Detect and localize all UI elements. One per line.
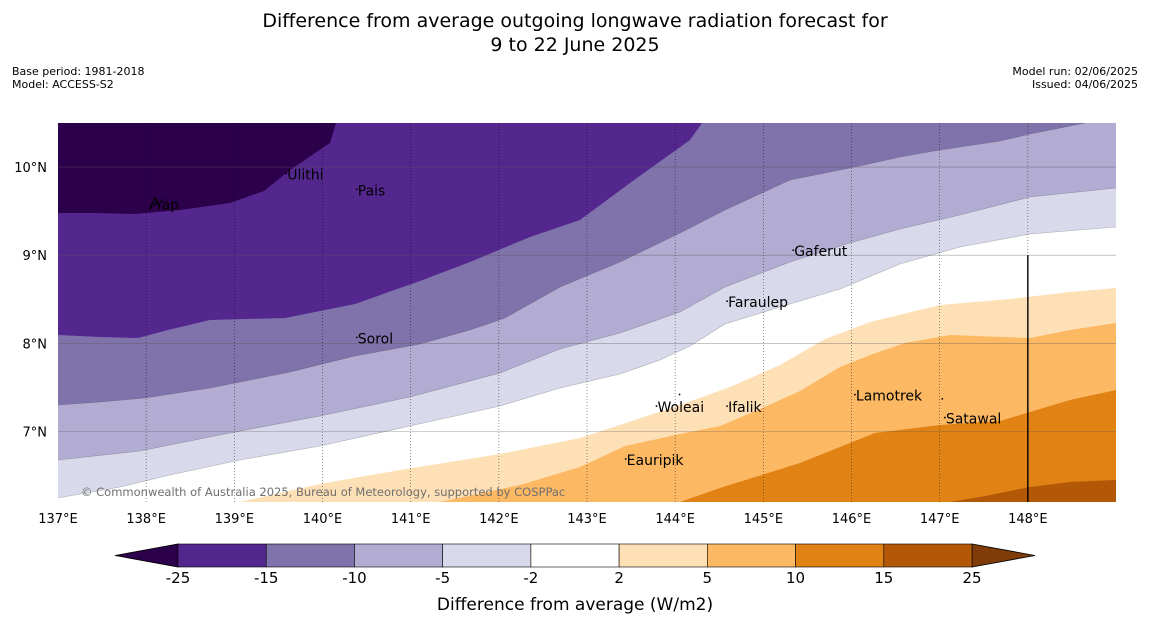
colorbar-tick-label: -15 xyxy=(254,569,279,587)
colorbar-tick-label: -2 xyxy=(523,569,538,587)
run-info: Model run: 02/06/2025 Issued: 04/06/2025 xyxy=(1012,65,1138,91)
latitude-tick-labels: 10°N 9°N 8°N 7°N xyxy=(14,161,47,440)
lon-tick-label: 142°E xyxy=(479,512,519,527)
place-eauripik: Eauripik xyxy=(624,453,685,469)
colorbar-swatch xyxy=(707,543,796,568)
place-labels: Yap Ulithi Pais Gaferut Faraulep Sorol Lamotre… xyxy=(148,167,1001,469)
place-marker xyxy=(792,249,795,251)
place-yap: Yap xyxy=(153,197,179,213)
colorbar-tick-label: -5 xyxy=(435,569,450,587)
place-name: Eauripik xyxy=(627,453,685,469)
colorbar-tick-label: 10 xyxy=(786,569,805,587)
model-run-text: Model run: 02/06/2025 xyxy=(1012,65,1138,78)
colorbar-tick-label: -10 xyxy=(342,569,367,587)
colorbar-under-arrow xyxy=(114,543,179,568)
lon-tick-label: 139°E xyxy=(215,512,255,527)
contour-band-9 xyxy=(950,480,1116,502)
place-marker xyxy=(943,416,946,419)
colorbar-swatch xyxy=(883,543,973,568)
colorbar-tick-label: -25 xyxy=(166,569,191,587)
place-marker xyxy=(624,458,627,460)
place-marker xyxy=(355,336,358,339)
place-marker xyxy=(726,405,728,407)
lon-tick-label: 147°E xyxy=(920,512,960,527)
lon-tick-label: 145°E xyxy=(744,512,784,527)
place-satawal: Satawal xyxy=(943,412,1001,428)
place-name: Sorol xyxy=(358,331,393,347)
place-name: Lamotrek xyxy=(856,389,923,405)
colorbar-swatch xyxy=(795,543,885,568)
contour-edges xyxy=(58,123,1116,499)
place-marker xyxy=(726,300,728,303)
lat-tick-label: 9°N xyxy=(23,249,48,264)
lon-tick-label: 143°E xyxy=(567,512,607,527)
place-marker xyxy=(854,393,856,396)
place-marker xyxy=(355,188,358,191)
title-line-1: Difference from average outgoing longwav… xyxy=(262,10,888,32)
lon-tick-label: 138°E xyxy=(126,512,166,527)
contour-layer xyxy=(58,123,1116,502)
colorbar-swatch xyxy=(442,543,532,568)
colorbar-swatch xyxy=(177,543,267,568)
issued-text: Issued: 04/06/2025 xyxy=(1031,78,1138,91)
lat-tick-label: 7°N xyxy=(23,425,48,440)
place-marker xyxy=(153,202,155,205)
place-name: Pais xyxy=(358,183,386,199)
colorbar-over-arrow xyxy=(971,543,1036,568)
lat-tick-label: 8°N xyxy=(23,337,48,352)
model-text: Model: ACCESS-S2 xyxy=(12,78,114,91)
island-marker xyxy=(678,393,681,396)
lon-tick-label: 144°E xyxy=(655,512,695,527)
place-name: Gaferut xyxy=(794,244,848,260)
place-ulithi: Ulithi xyxy=(285,167,324,183)
colorbar-swatch xyxy=(354,543,443,568)
lon-tick-label: 140°E xyxy=(303,512,343,527)
place-name: Woleai xyxy=(658,400,705,416)
island-marker xyxy=(941,397,944,400)
colorbar: -25 -15 -10 -5 -2 2 5 10 15 25 xyxy=(114,543,1036,587)
lon-tick-label: 141°E xyxy=(391,512,431,527)
yap-island-outline xyxy=(148,195,158,211)
place-name: Satawal xyxy=(946,412,1001,428)
colorbar-swatch xyxy=(530,543,620,568)
place-marker xyxy=(655,405,658,407)
colorbar-tick-label: 2 xyxy=(614,569,624,587)
place-lamotrek: Lamotrek xyxy=(854,389,923,405)
colorbar-swatch xyxy=(265,543,355,568)
place-marker xyxy=(285,172,288,175)
place-name: Ulithi xyxy=(287,167,323,183)
lon-tick-label: 146°E xyxy=(832,512,872,527)
colorbar-tick-label: 15 xyxy=(874,569,893,587)
place-name: Ifalik xyxy=(728,400,762,416)
place-name: Faraulep xyxy=(728,295,788,311)
colorbar-tick-label: 25 xyxy=(962,569,981,587)
place-sorol: Sorol xyxy=(355,331,393,347)
place-woleai: Woleai xyxy=(655,400,705,416)
colorbar-title: Difference from average (W/m2) xyxy=(437,595,713,615)
place-gaferut: Gaferut xyxy=(792,244,848,260)
title-line-2: 9 to 22 June 2025 xyxy=(490,34,660,56)
map-title: Difference from average outgoing longwav… xyxy=(0,9,1150,57)
lat-tick-label: 10°N xyxy=(14,161,47,176)
copyright-notice: © Commonwealth of Australia 2025, Bureau… xyxy=(81,485,565,499)
contour-band-8 xyxy=(680,390,1116,502)
place-ifalik: Ifalik xyxy=(726,400,762,416)
model-info: Base period: 1981-2018 Model: ACCESS-S2 xyxy=(12,65,144,91)
base-period-text: Base period: 1981-2018 xyxy=(12,65,145,78)
colorbar-tick-label: 5 xyxy=(703,569,713,587)
place-name: Yap xyxy=(154,197,179,213)
longitude-tick-labels: 137°E 138°E 139°E 140°E 141°E 142°E 143°E 144°E… xyxy=(38,512,1047,527)
lon-tick-label: 148°E xyxy=(1008,512,1048,527)
place-pais: Pais xyxy=(355,183,386,199)
lon-tick-label: 137°E xyxy=(38,512,78,527)
colorbar-swatch xyxy=(618,543,708,568)
place-faraulep: Faraulep xyxy=(726,295,788,311)
